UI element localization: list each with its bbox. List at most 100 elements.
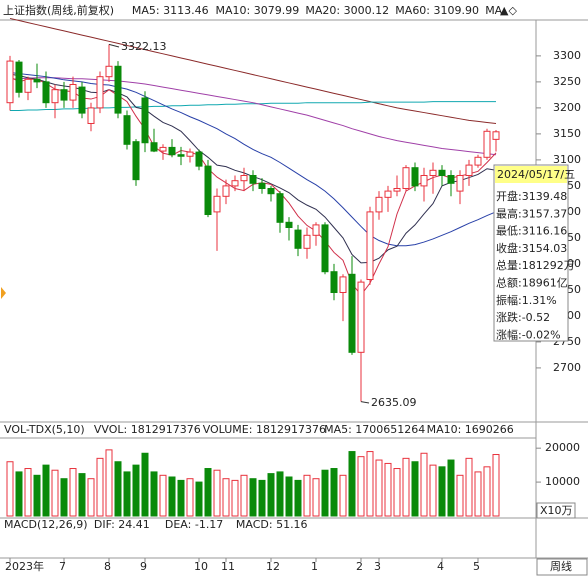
candle-body (33, 78, 41, 83)
y-tick-label: 3250 (553, 75, 581, 88)
y-tick-label: 10000 (545, 475, 580, 488)
candle-body (456, 174, 464, 192)
volume-bar (159, 474, 167, 517)
candle-body (366, 211, 374, 281)
volume-bar (321, 469, 329, 517)
y-tick-label: 3100 (553, 153, 581, 166)
header-item: MA5: 3113.46 (132, 4, 209, 17)
volume-bar (294, 479, 302, 517)
tooltip-row: 最低:3116.16 (496, 225, 567, 238)
candle-body (393, 187, 401, 192)
ma-line (9, 72, 497, 247)
header-item: VVOL: 1812917376 (94, 423, 201, 436)
candle-body (420, 174, 428, 187)
tooltip-row: 振幅:1.31% (496, 293, 557, 307)
candle-body (438, 169, 446, 176)
volume-bar (258, 479, 266, 517)
candle-body (258, 182, 266, 189)
candle-body (123, 115, 131, 145)
candle-body (96, 76, 104, 109)
volume-bar (186, 478, 194, 517)
x-tick-label: 2023年 (5, 559, 44, 573)
volume-bar (204, 468, 212, 517)
volume-bar (312, 478, 320, 517)
volume-bar (51, 469, 59, 517)
tooltip-row: 收盘:3154.03 (496, 241, 567, 255)
volume-bar (78, 473, 86, 517)
tooltip-row: 涨跌:-0.52 (496, 310, 550, 324)
ma-line (9, 17, 497, 124)
volume-bar (96, 457, 104, 517)
header-item: MA60: 3109.90 (395, 4, 479, 17)
volume-bar (456, 474, 464, 517)
candle-body (231, 180, 239, 187)
volume-bar (249, 478, 257, 517)
y-tick-label: 3300 (553, 49, 581, 62)
volume-bar (33, 474, 41, 517)
candle-body (213, 195, 221, 213)
tooltip-date: 2024/05/17/五 (497, 168, 575, 181)
volume-bar (366, 451, 374, 517)
x-tick-label: 12 (266, 560, 280, 573)
volume-bar (429, 464, 437, 517)
volume-bar (42, 464, 50, 517)
x-tick-label: 5 (473, 560, 480, 573)
side-arrow[interactable] (1, 287, 6, 299)
candle-body (186, 151, 194, 157)
header-item: VOLUME: 1812917376 (203, 423, 326, 436)
volume-bar (393, 468, 401, 517)
volume-bar (69, 468, 77, 517)
x-tick-label: 7 (59, 560, 66, 573)
candle-body (447, 174, 455, 184)
volume-bar (384, 462, 392, 517)
volume-bar (114, 461, 122, 517)
volume-bar (231, 479, 239, 517)
candle-body (204, 165, 212, 215)
candle-body (402, 167, 410, 189)
header-item: DIF: 24.41 (94, 518, 150, 531)
candle-body (285, 221, 293, 229)
candle-body (78, 86, 86, 114)
volume-bar (492, 454, 500, 517)
volume-bar (339, 474, 347, 517)
chart-title: 上证指数(周线,前复权) (3, 3, 114, 17)
volume-bar (420, 452, 428, 517)
period[interactable]: 周线 (550, 559, 572, 573)
x-tick-label: 2 (356, 560, 363, 573)
candle-body (114, 65, 122, 114)
volume-bar (483, 466, 491, 517)
volume-bar (285, 476, 293, 517)
candle-body (474, 156, 482, 166)
volume-bar (168, 476, 176, 517)
volume-bar (357, 456, 365, 517)
candle-body (330, 271, 338, 294)
header-item: MACD: 51.16 (236, 518, 308, 531)
header-item: MA5: 1700651264 (324, 423, 425, 436)
candle-body (321, 224, 329, 273)
volume-bar (348, 451, 356, 517)
y-tick-label: 2700 (553, 361, 581, 374)
volume-bar (447, 459, 455, 517)
period-box[interactable] (536, 558, 588, 576)
annotation-line (108, 43, 120, 48)
volume-bar (267, 473, 275, 517)
x-tick-label: 9 (140, 560, 147, 573)
candle-body (384, 190, 392, 198)
header-item: MA10: 3079.99 (216, 4, 300, 17)
ma-line (9, 77, 497, 156)
volume-bar (375, 459, 383, 517)
candle-body (348, 273, 356, 353)
candle-body (267, 187, 275, 195)
candle-body (105, 65, 113, 78)
header-icon[interactable]: ▲◇ (500, 4, 517, 17)
annotation: 2635.09 (371, 396, 417, 409)
volume-bar (24, 468, 32, 517)
y-tick-label: 3200 (553, 101, 581, 114)
volume-bar (402, 457, 410, 517)
annotation: 3322.13 (121, 40, 167, 53)
x-tick-label: 10 (194, 560, 208, 573)
volume-bar (222, 478, 230, 517)
volume-bar (303, 474, 311, 517)
volume-bar (60, 478, 68, 517)
